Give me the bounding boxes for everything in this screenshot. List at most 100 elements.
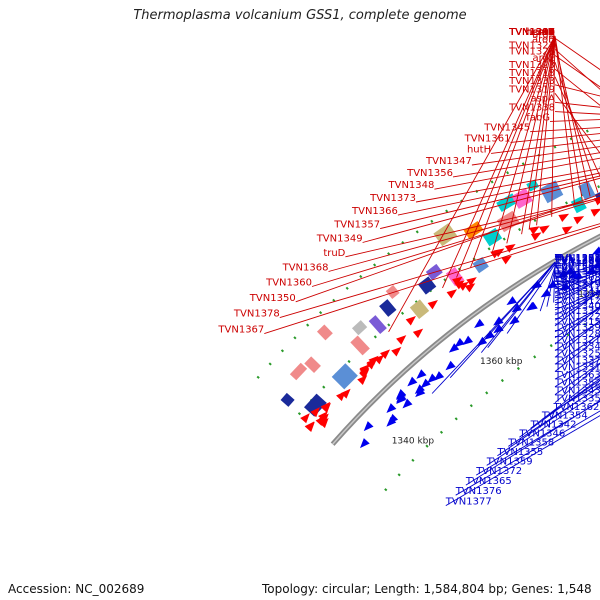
- reverse-gene-label: TVN1352: [554, 378, 600, 389]
- reverse-leader-line: [431, 262, 556, 394]
- forward-gene-arrow: [505, 244, 516, 253]
- forward-leader-line: [456, 35, 556, 278]
- reverse-gene-label: TVN1362: [553, 402, 600, 413]
- reverse-leader-line: [554, 305, 600, 345]
- forward-gene-arrow: [310, 407, 320, 418]
- forward-leader-line: [554, 84, 600, 97]
- reverse-gene-arrow: [427, 373, 438, 384]
- reverse-leader-line: [554, 307, 600, 339]
- forward-gene-label: TVN1347: [425, 156, 472, 167]
- gene-feature-block: [445, 266, 465, 287]
- forward-gene-label: aspA: [530, 93, 555, 104]
- forward-gene-label: TVN1345: [483, 123, 530, 134]
- forward-leader-line: [554, 93, 600, 154]
- forward-gene-label: TVN1378: [233, 309, 280, 320]
- reverse-leader-line: [486, 390, 600, 466]
- forward-leader-line: [510, 133, 600, 143]
- reverse-gene-label: TVN1341: [554, 287, 600, 298]
- forward-gene-label: hemE: [526, 27, 555, 38]
- forward-leader-line: [554, 61, 599, 193]
- reverse-gene-arrow: [526, 301, 537, 311]
- reverse-gene-arrow: [416, 369, 427, 379]
- gene-feature-block: [482, 227, 503, 247]
- gene-feature-block: [417, 276, 437, 295]
- forward-gene-arrow: [454, 280, 465, 290]
- gene-feature-block: [289, 362, 308, 381]
- forward-gene-arrow: [561, 226, 573, 235]
- forward-leader-line: [345, 197, 600, 258]
- reverse-gene-label: TVN1298: [554, 262, 600, 273]
- forward-gene-label: TVN1294: [508, 27, 555, 38]
- gene-feature-block: [368, 315, 387, 335]
- reverse-leader-line: [554, 363, 600, 404]
- reverse-leader-line: [554, 307, 600, 333]
- forward-gene-label: TVN1350: [249, 293, 296, 304]
- forward-gene-arrow: [558, 213, 570, 222]
- forward-gene-arrow: [359, 364, 370, 375]
- forward-gene-label: TVN1361: [464, 133, 511, 144]
- forward-leader-line: [554, 55, 600, 88]
- reverse-gene-label: TVN1311: [554, 283, 600, 294]
- forward-gene-label: TVN1299: [508, 27, 555, 38]
- reverse-gene-label: TVN1275: [554, 253, 600, 264]
- forward-gene-label: TVN1373: [369, 193, 416, 204]
- reverse-gene-label: TVN1365: [465, 476, 512, 487]
- forward-leader-line: [554, 37, 600, 71]
- reverse-gene-label: TVN1343: [554, 386, 600, 397]
- forward-gene-label: TVN1307: [508, 27, 555, 38]
- gene-feature-block: [280, 392, 295, 407]
- accession-label: Accession: NC_002689: [8, 582, 145, 596]
- reverse-leader-line: [519, 377, 600, 438]
- reverse-leader-line: [554, 333, 600, 365]
- forward-leader-line: [434, 157, 600, 190]
- reverse-leader-line: [554, 272, 600, 293]
- reverse-gene-label: TVN1355: [496, 447, 543, 458]
- reverse-gene-arrow: [557, 269, 568, 279]
- reverse-gene-label: TVN1297: [554, 253, 600, 264]
- reverse-leader-line: [487, 262, 556, 348]
- reverse-leader-line: [546, 268, 556, 307]
- forward-gene-arrow: [593, 197, 600, 206]
- forward-leader-line: [536, 35, 556, 226]
- reverse-leader-line: [539, 266, 556, 312]
- forward-gene-label: TVN1348: [388, 180, 435, 191]
- forward-leader-line: [554, 76, 600, 178]
- forward-leader-line: [362, 177, 600, 243]
- reverse-gene-label: TVN1358: [507, 437, 554, 448]
- reverse-gene-arrow: [567, 270, 579, 279]
- reverse-leader-line: [554, 320, 600, 351]
- forward-leader-line: [554, 35, 583, 201]
- forward-leader-line: [397, 172, 600, 216]
- forward-gene-arrow: [412, 328, 424, 339]
- reverse-leader-line: [480, 261, 556, 353]
- forward-gene-label: hutH: [467, 144, 491, 155]
- reverse-gene-label: TVN1272: [554, 254, 600, 265]
- gene-feature-block: [496, 210, 520, 233]
- reverse-gene-arrow: [509, 315, 520, 325]
- forward-gene-label: TVN1338: [508, 103, 555, 114]
- reverse-gene-arrow: [462, 335, 474, 345]
- reverse-gene-arrow: [493, 316, 504, 326]
- reverse-leader-line: [554, 262, 600, 279]
- reverse-gene-arrow: [591, 246, 600, 255]
- forward-gene-label: hemH: [525, 27, 555, 38]
- forward-leader-line: [470, 35, 556, 268]
- reverse-gene-label: TVN1363: [554, 370, 600, 381]
- forward-gene-arrow: [319, 413, 329, 424]
- forward-leader-line: [471, 146, 600, 166]
- forward-leader-line: [311, 198, 600, 287]
- forward-leader-line: [554, 35, 576, 205]
- reverse-leader-line: [530, 374, 600, 429]
- reverse-gene-label: TVN1334: [554, 342, 600, 353]
- reverse-gene-arrow: [360, 438, 370, 449]
- reverse-gene-label: TVN1322: [554, 311, 600, 322]
- reverse-gene-label: TVN1377: [445, 497, 492, 508]
- forward-gene-label: TVN1318: [508, 68, 555, 79]
- reverse-leader-line: [455, 410, 600, 496]
- reverse-gene-label: TVN1286: [554, 255, 600, 266]
- forward-leader-line: [264, 225, 600, 335]
- gene-feature-block: [463, 220, 484, 240]
- gene-feature-block: [350, 335, 370, 356]
- forward-leader-line: [551, 35, 556, 217]
